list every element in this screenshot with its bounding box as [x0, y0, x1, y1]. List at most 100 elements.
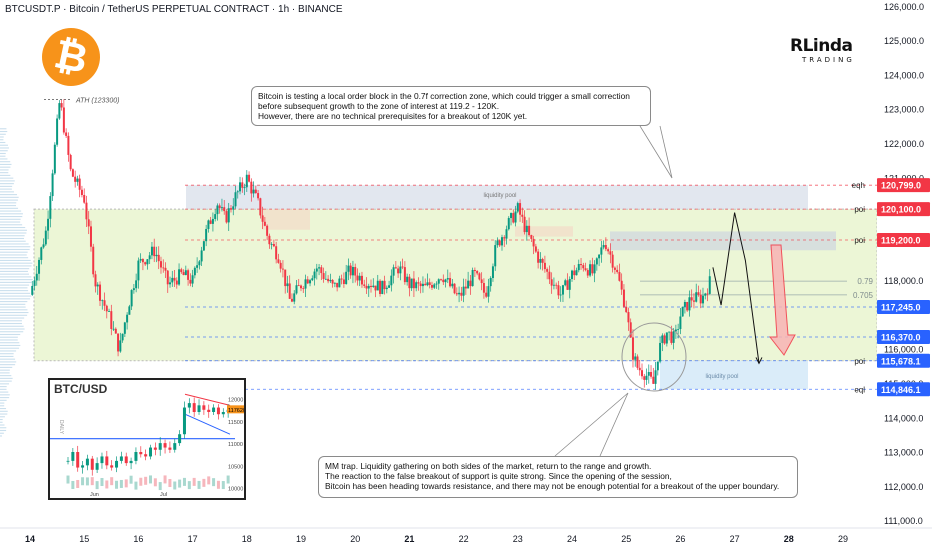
liquidity-pool-bottom-label: liquidity pool	[705, 374, 738, 380]
volume-profile-bar	[0, 355, 14, 357]
candle-body	[227, 208, 230, 223]
brand-subtitle: TRADING	[802, 56, 855, 64]
candle-body	[494, 245, 497, 267]
candle-body	[254, 189, 257, 194]
fib-level-label: 0.79	[857, 277, 873, 286]
candle-body	[523, 216, 526, 233]
candle-body	[263, 221, 266, 226]
candle-body	[604, 245, 607, 250]
note-line: Bitcoin has been heading towards resista…	[325, 481, 780, 491]
candle-body	[223, 207, 226, 212]
candle-body	[40, 247, 43, 260]
volume-profile-bar	[0, 402, 5, 404]
volume-profile-bar	[0, 276, 32, 278]
candle-body	[613, 267, 616, 270]
inset-volume-bar	[163, 475, 167, 484]
inset-volume-bar	[202, 478, 206, 487]
volume-profile-bar	[0, 353, 14, 355]
inset-volume-bar	[85, 477, 89, 486]
price-label-box	[877, 178, 930, 193]
candle-body	[516, 203, 519, 212]
candle-body	[94, 274, 97, 287]
candle-body	[250, 181, 253, 194]
volume-profile-bar	[0, 207, 19, 209]
volume-profile-bar	[0, 136, 4, 138]
volume-profile-bar	[0, 372, 10, 374]
volume-profile-bar	[0, 191, 14, 193]
candle-body	[304, 279, 307, 289]
candle-body	[80, 189, 83, 195]
volume-profile-bar	[0, 163, 12, 165]
candle-body	[272, 244, 275, 247]
time-axis-tick-label: 25	[621, 534, 631, 544]
price-axis-tick-label: 118,000.0	[884, 276, 923, 286]
candle-body	[268, 235, 271, 245]
price-label-value: 114,846.1	[881, 385, 921, 395]
candle-body	[677, 328, 680, 330]
inset-candle-body	[66, 460, 70, 462]
candle-body	[442, 279, 445, 283]
candle-body	[595, 258, 598, 265]
volume-profile-bar	[0, 325, 24, 327]
candle-body	[631, 337, 634, 360]
candle-body	[704, 293, 707, 296]
time-axis-tick-label: 29	[838, 534, 848, 544]
candle-body	[295, 285, 298, 294]
candle-body	[135, 280, 138, 289]
candle-body	[482, 283, 485, 293]
candle-body	[351, 267, 354, 276]
candle-body	[372, 285, 375, 287]
volume-profile-bar	[0, 161, 11, 163]
bearish-arrow-shape	[768, 244, 796, 356]
inset-candle-body	[216, 407, 220, 415]
candle-body	[645, 375, 648, 380]
inset-volume-bar	[119, 479, 123, 488]
candle-body	[320, 267, 323, 274]
candle-body	[367, 285, 370, 289]
candle-body	[89, 226, 92, 247]
candle-body	[455, 293, 458, 295]
inset-volume-bar	[149, 475, 152, 484]
candle-body	[487, 286, 490, 297]
candle-body	[543, 262, 546, 270]
candle-body	[220, 207, 223, 209]
candle-body	[347, 265, 350, 272]
candle-body	[586, 270, 589, 276]
note-line: MM trap. Liquidity gathering on both sid…	[325, 461, 652, 471]
volume-profile-bar	[0, 243, 29, 245]
candle-body	[552, 284, 555, 286]
inset-month-label: Jun	[90, 492, 99, 498]
candle-body	[67, 135, 70, 155]
candle-body	[187, 270, 190, 280]
inset-candle-body	[105, 456, 109, 466]
candle-body	[112, 328, 115, 330]
candle-body	[401, 266, 404, 268]
candle-body	[85, 202, 88, 220]
volume-profile-bar	[0, 205, 16, 207]
candle-body	[374, 285, 377, 291]
candle-body	[53, 144, 56, 174]
candle-body	[173, 277, 176, 281]
candle-body	[458, 292, 461, 295]
candle-body	[611, 254, 614, 268]
inset-volume-bar	[158, 482, 162, 491]
candle-body	[437, 279, 440, 284]
price-axis-tick-label: 111,000.0	[884, 516, 923, 526]
time-axis-tick-label: 20	[350, 534, 360, 544]
volume-profile-bar	[0, 347, 20, 349]
volume-profile-bar	[0, 405, 5, 407]
candle-body	[340, 278, 343, 280]
candle-body	[638, 367, 641, 371]
candle-body	[87, 219, 90, 227]
candle-body	[232, 206, 235, 210]
volume-profile-bar	[0, 424, 5, 426]
candle-body	[290, 298, 293, 302]
candle-body	[150, 246, 153, 256]
candle-body	[609, 251, 612, 255]
price-axis-tick-label: 124,000.0	[884, 70, 924, 80]
volume-profile-bar	[0, 246, 31, 248]
candle-body	[284, 269, 287, 287]
inset-candle-body	[71, 452, 75, 461]
price-label-box	[877, 382, 930, 397]
candle-body	[679, 316, 682, 329]
